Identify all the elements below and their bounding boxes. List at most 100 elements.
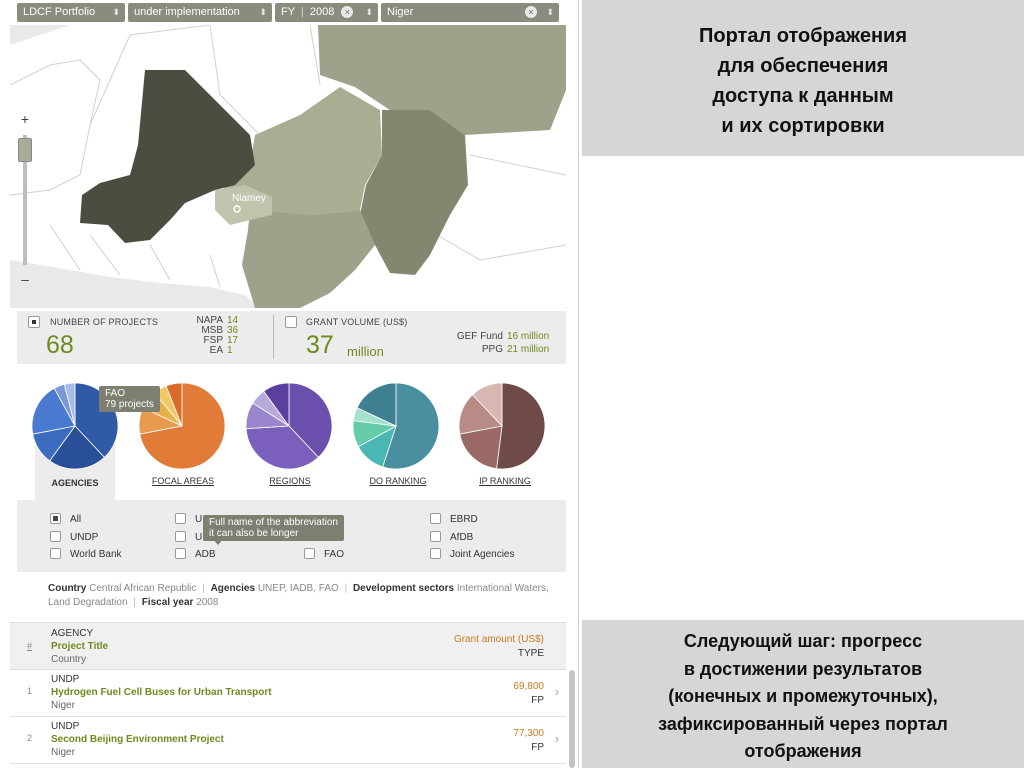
agency-option-fao[interactable]: FAO: [304, 548, 344, 560]
stats-divider: [273, 315, 274, 359]
chevron-right-icon[interactable]: ›: [554, 731, 559, 746]
country-select[interactable]: Niger × ⬍: [381, 3, 559, 22]
checkbox-icon[interactable]: [50, 513, 61, 524]
row-title[interactable]: Second Beijing Environment Project: [51, 734, 224, 745]
column-agency[interactable]: AGENCY: [51, 628, 94, 639]
niamey-label: Niamey: [232, 193, 266, 204]
pie-slice-do-ranking[interactable]: [356, 382, 397, 427]
checkbox-icon[interactable]: [50, 531, 61, 542]
pie-slice-ip-ranking[interactable]: [459, 425, 503, 470]
tab-do-ranking[interactable]: DO RANKING: [369, 476, 427, 486]
tab-agencies[interactable]: AGENCIES: [51, 478, 99, 488]
select-arrows-icon: ⬍: [546, 7, 554, 17]
column-number[interactable]: #: [27, 641, 33, 651]
summary-agencies-value: UNEP, IADB, FAO: [257, 583, 339, 594]
projects-count: 68: [46, 331, 74, 359]
pie-charts-svg: [31, 382, 546, 470]
checkbox-icon[interactable]: [430, 548, 441, 559]
row-number: 2: [27, 733, 33, 743]
chevron-right-icon[interactable]: ›: [554, 684, 559, 699]
row-title[interactable]: Hydrogen Fuel Cell Buses for Urban Trans…: [51, 687, 272, 698]
pie-slice-do-ranking[interactable]: [382, 382, 440, 470]
clear-country-icon[interactable]: ×: [525, 6, 537, 18]
projects-radio[interactable]: [28, 316, 40, 328]
summary-fy-label: Fiscal year: [141, 597, 194, 608]
pie-slice-regions[interactable]: [245, 425, 320, 470]
column-title[interactable]: Project Title: [51, 641, 109, 652]
pie-slice-regions[interactable]: [263, 382, 290, 428]
tab-focal-areas[interactable]: FOCAL AREAS: [151, 476, 215, 486]
agency-option-u1[interactable]: U: [175, 513, 202, 525]
pie-slice-agencies[interactable]: [63, 382, 76, 427]
checkbox-icon[interactable]: [175, 513, 186, 524]
grant-breakdown: GEF Fund 16 million PPG 21 million: [456, 331, 550, 355]
agency-option-ebrd[interactable]: EBRD: [430, 513, 478, 525]
mali-shape: [80, 70, 255, 243]
agency-option-undp[interactable]: UNDP: [50, 531, 98, 543]
column-type[interactable]: TYPE: [517, 648, 544, 659]
niger-shape: [220, 87, 382, 215]
agency-option-afdb[interactable]: AfDB: [430, 531, 473, 543]
checkbox-icon[interactable]: [175, 531, 186, 542]
row-type: FP: [531, 742, 544, 753]
column-amount[interactable]: Grant amount (US$): [453, 634, 544, 645]
grant-unit: million: [347, 344, 384, 359]
pie-slice-focal-areas[interactable]: [165, 382, 183, 427]
map-view[interactable]: Niamey + –: [10, 25, 566, 308]
pie-slice-ip-ranking[interactable]: [471, 382, 503, 428]
burkina-shape: [215, 185, 272, 225]
row-type: FP: [531, 695, 544, 706]
status-select[interactable]: under implementation ⬍: [128, 3, 272, 22]
checkbox-icon[interactable]: [430, 513, 441, 524]
row-country: Niger: [51, 700, 75, 711]
summary-country-label: Country: [48, 583, 87, 594]
fy-label: FY: [281, 6, 295, 18]
checkbox-icon[interactable]: [430, 531, 441, 542]
agency-option-u2[interactable]: U: [175, 531, 202, 543]
country-value: Niger: [387, 6, 414, 18]
row-agency: UNDP: [51, 674, 80, 685]
pie-slice-agencies[interactable]: [31, 387, 76, 435]
grant-value: 37: [306, 331, 334, 359]
country-map[interactable]: Niamey: [10, 25, 566, 308]
agency-option-joint[interactable]: Joint Agencies: [430, 548, 515, 560]
grant-radio[interactable]: [285, 316, 297, 328]
checkbox-icon[interactable]: [175, 548, 186, 559]
zoom-handle[interactable]: [18, 138, 32, 162]
checkbox-icon[interactable]: [304, 548, 315, 559]
table-row[interactable]: 2 UNDP Second Beijing Environment Projec…: [10, 717, 566, 764]
table-header: # AGENCY Project Title Country Grant amo…: [10, 622, 566, 670]
zoom-in-button[interactable]: +: [20, 111, 30, 127]
pie-slice-ip-ranking[interactable]: [496, 382, 546, 470]
pie-slice-agencies[interactable]: [49, 425, 106, 470]
checkbox-icon[interactable]: [50, 548, 61, 559]
column-country[interactable]: Country: [51, 654, 87, 665]
zoom-track[interactable]: [23, 135, 27, 265]
portfolio-select[interactable]: LDCF Portfolio ⬍: [17, 3, 125, 22]
zoom-out-button[interactable]: –: [21, 271, 29, 287]
projects-title: NUMBER OF PROJECTS: [50, 317, 159, 327]
tooltip-line-2: it can also be longer: [209, 528, 299, 539]
pie-slice-regions[interactable]: [288, 382, 333, 458]
fy-value: 2008: [309, 6, 335, 18]
tab-ip-ranking[interactable]: IP RANKING: [479, 476, 531, 486]
agency-option-adb[interactable]: ADB: [175, 548, 216, 560]
summary-sectors-label: Development sectors: [352, 583, 455, 594]
filter-bar: LDCF Portfolio ⬍ under implementation ⬍ …: [17, 3, 565, 22]
tooltip-line-1: Full name of the abbreviation: [209, 517, 338, 528]
row-number: 1: [27, 686, 33, 696]
fiscal-year-select[interactable]: FY | 2008 × ⬍: [275, 3, 378, 22]
clear-fy-icon[interactable]: ×: [341, 6, 354, 19]
agency-option-all[interactable]: All: [50, 513, 81, 525]
libya-shape: [318, 25, 566, 135]
pie-tooltip: FAO 79 projects: [99, 386, 160, 412]
pie-charts: AGENCIES FOCAL AREAS REGIONS DO RANKING …: [17, 380, 566, 500]
zoom-control: + –: [18, 111, 32, 293]
table-row[interactable]: 1 UNDP Hydrogen Fuel Cell Buses for Urba…: [10, 670, 566, 717]
table-scrollbar[interactable]: [569, 670, 575, 768]
agency-option-world-bank[interactable]: World Bank: [50, 548, 122, 560]
description-panel-top: Портал отображения для обеспечения досту…: [582, 0, 1024, 156]
description-bottom-text: Следующий шаг: прогресс в достижении рез…: [658, 631, 948, 761]
filter-summary: Country Central African Republic | Agenc…: [48, 583, 549, 608]
tab-regions[interactable]: REGIONS: [269, 476, 311, 486]
